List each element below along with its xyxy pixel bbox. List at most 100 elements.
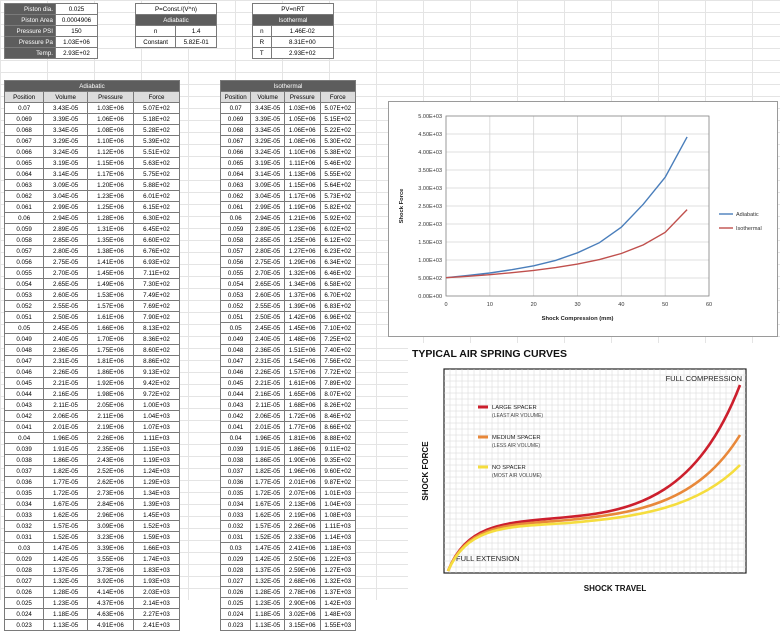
- adiabatic-title[interactable]: Adiabatic: [135, 14, 217, 26]
- isothermal-cell[interactable]: 1.15E+06: [284, 179, 321, 191]
- adiabatic-cell[interactable]: 3.43E-05: [43, 102, 88, 114]
- isothermal-cell[interactable]: 1.47E-05: [250, 542, 286, 554]
- isothermal-formula[interactable]: PV=nRT: [252, 3, 334, 15]
- adiabatic-cell[interactable]: 1.37E-05: [43, 564, 88, 576]
- isothermal-cell[interactable]: 2.41E+06: [284, 542, 321, 554]
- isothermal-cell[interactable]: 0.059: [219, 223, 252, 235]
- adiabatic-cell[interactable]: 0.03: [3, 542, 45, 554]
- adiabatic-cell[interactable]: 3.14E-05: [43, 168, 88, 180]
- isothermal-cell[interactable]: 0.05: [219, 322, 252, 334]
- isothermal-cell[interactable]: 8.66E+02: [319, 421, 356, 433]
- adiabatic-cell[interactable]: 1.74E+03: [132, 553, 181, 565]
- adiabatic-cell[interactable]: 2.52E+06: [86, 465, 134, 477]
- isothermal-cell[interactable]: 0.064: [219, 168, 252, 180]
- isothermal-cell[interactable]: 6.58E+02: [319, 278, 356, 290]
- isothermal-cell[interactable]: 7.72E+02: [319, 366, 356, 378]
- isothermal-cell[interactable]: 1.67E-05: [250, 498, 286, 510]
- isothermal-cell[interactable]: 0.037: [219, 465, 252, 477]
- isothermal-const-value[interactable]: 8.31E+00: [270, 36, 335, 48]
- adiabatic-cell[interactable]: 1.17E+06: [86, 168, 134, 180]
- adiabatic-cell[interactable]: 0.054: [3, 278, 45, 290]
- adiabatic-cell[interactable]: 2.26E+06: [86, 432, 134, 444]
- isothermal-cell[interactable]: 1.91E-05: [250, 443, 286, 455]
- isothermal-cell[interactable]: 0.042: [219, 410, 252, 422]
- isothermal-cell[interactable]: 6.12E+02: [319, 234, 356, 246]
- isothermal-cell[interactable]: 0.036: [219, 476, 252, 488]
- adiabatic-cell[interactable]: 1.18E-05: [43, 608, 88, 620]
- isothermal-cell[interactable]: 2.89E-05: [250, 223, 286, 235]
- adiabatic-cell[interactable]: 3.34E-05: [43, 124, 88, 136]
- isothermal-cell[interactable]: 7.25E+02: [319, 333, 356, 345]
- isothermal-cell[interactable]: 1.82E-05: [250, 465, 286, 477]
- adiabatic-cell[interactable]: 2.11E+06: [86, 410, 134, 422]
- adiabatic-cell[interactable]: 1.03E+06: [86, 102, 134, 114]
- isothermal-cell[interactable]: 1.86E-05: [250, 454, 286, 466]
- adiabatic-cell[interactable]: 0.065: [3, 157, 45, 169]
- adiabatic-cell[interactable]: 1.35E+06: [86, 234, 134, 246]
- input-label[interactable]: Temp.: [4, 47, 56, 59]
- isothermal-cell[interactable]: 3.34E-05: [250, 124, 286, 136]
- isothermal-cell[interactable]: 1.11E+03: [319, 520, 356, 532]
- adiabatic-cell[interactable]: 1.72E-05: [43, 487, 88, 499]
- isothermal-column-header[interactable]: Force: [319, 91, 356, 103]
- isothermal-cell[interactable]: 1.13E+06: [284, 168, 321, 180]
- adiabatic-cell[interactable]: 0.038: [3, 454, 45, 466]
- isothermal-cell[interactable]: 0.046: [219, 366, 252, 378]
- isothermal-cell[interactable]: 3.29E-05: [250, 135, 286, 147]
- adiabatic-cell[interactable]: 1.34E+03: [132, 487, 181, 499]
- adiabatic-cell[interactable]: 9.42E+02: [132, 377, 181, 389]
- isothermal-cell[interactable]: 3.02E+06: [284, 608, 321, 620]
- isothermal-cell[interactable]: 5.46E+02: [319, 157, 356, 169]
- isothermal-cell[interactable]: 0.052: [219, 300, 252, 312]
- isothermal-cell[interactable]: 0.045: [219, 377, 252, 389]
- adiabatic-cell[interactable]: 2.80E-05: [43, 245, 88, 257]
- adiabatic-cell[interactable]: 1.31E+06: [86, 223, 134, 235]
- adiabatic-cell[interactable]: 1.86E+06: [86, 366, 134, 378]
- isothermal-cell[interactable]: 0.054: [219, 278, 252, 290]
- adiabatic-cell[interactable]: 0.068: [3, 124, 45, 136]
- adiabatic-cell[interactable]: 1.91E-05: [43, 443, 88, 455]
- isothermal-cell[interactable]: 1.96E+06: [284, 465, 321, 477]
- isothermal-const-label[interactable]: n: [252, 25, 272, 37]
- adiabatic-cell[interactable]: 8.60E+02: [132, 344, 181, 356]
- adiabatic-cell[interactable]: 1.15E+06: [86, 157, 134, 169]
- isothermal-cell[interactable]: 0.057: [219, 245, 252, 257]
- input-label[interactable]: Piston Area: [4, 14, 56, 26]
- isothermal-title[interactable]: Isothermal: [252, 14, 334, 26]
- isothermal-cell[interactable]: 6.46E+02: [319, 267, 356, 279]
- isothermal-cell[interactable]: 0.041: [219, 421, 252, 433]
- adiabatic-cell[interactable]: 0.064: [3, 168, 45, 180]
- isothermal-cell[interactable]: 1.28E-05: [250, 586, 286, 598]
- adiabatic-cell[interactable]: 2.50E-05: [43, 311, 88, 323]
- adiabatic-cell[interactable]: 1.45E+06: [86, 267, 134, 279]
- isothermal-cell[interactable]: 1.22E+03: [319, 553, 356, 565]
- isothermal-cell[interactable]: 0.053: [219, 289, 252, 301]
- isothermal-cell[interactable]: 2.16E-05: [250, 388, 286, 400]
- isothermal-cell[interactable]: 1.23E+06: [284, 223, 321, 235]
- adiabatic-cell[interactable]: 6.60E+02: [132, 234, 181, 246]
- isothermal-cell[interactable]: 7.10E+02: [319, 322, 356, 334]
- adiabatic-cell[interactable]: 0.053: [3, 289, 45, 301]
- isothermal-cell[interactable]: 9.35E+02: [319, 454, 356, 466]
- isothermal-cell[interactable]: 1.34E+06: [284, 278, 321, 290]
- adiabatic-cell[interactable]: 1.77E-05: [43, 476, 88, 488]
- adiabatic-cell[interactable]: 8.13E+02: [132, 322, 181, 334]
- adiabatic-cell[interactable]: 0.049: [3, 333, 45, 345]
- isothermal-cell[interactable]: 3.43E-05: [250, 102, 286, 114]
- isothermal-cell[interactable]: 1.04E+03: [319, 498, 356, 510]
- adiabatic-cell[interactable]: 0.06: [3, 212, 45, 224]
- isothermal-cell[interactable]: 0.033: [219, 509, 252, 521]
- isothermal-cell[interactable]: 1.25E+06: [284, 234, 321, 246]
- force-chart[interactable]: 0.00E+00 5.00E+02 1.00E+03 1.50E+03 2.00E+03…: [388, 101, 778, 337]
- adiabatic-cell[interactable]: 1.47E-05: [43, 542, 88, 554]
- adiabatic-cell[interactable]: 2.35E+06: [86, 443, 134, 455]
- adiabatic-cell[interactable]: 2.75E-05: [43, 256, 88, 268]
- isothermal-cell[interactable]: 0.023: [219, 619, 252, 631]
- isothermal-cell[interactable]: 5.73E+02: [319, 190, 356, 202]
- isothermal-cell[interactable]: 1.72E+06: [284, 410, 321, 422]
- adiabatic-cell[interactable]: 1.53E+06: [86, 289, 134, 301]
- input-label[interactable]: Pressure Pa: [4, 36, 56, 48]
- adiabatic-cell[interactable]: 3.73E+06: [86, 564, 134, 576]
- adiabatic-cell[interactable]: 1.86E-05: [43, 454, 88, 466]
- isothermal-cell[interactable]: 1.08E+03: [319, 509, 356, 521]
